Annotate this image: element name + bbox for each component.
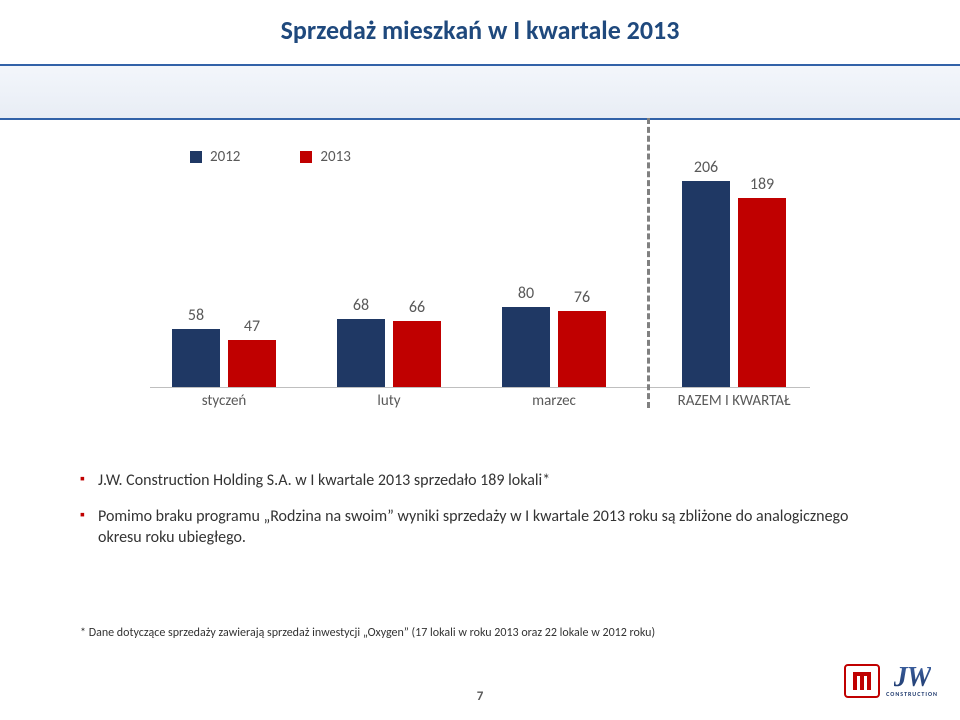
bullet-item: J.W. Construction Holding S.A. w I kwart… [80, 470, 880, 492]
chart-value-label: 66 [393, 298, 441, 317]
chart-value-label: 189 [738, 175, 786, 194]
bullet-item: Pomimo braku programu „Rodzina na swoim”… [80, 506, 880, 549]
legend-label-2012: 2012 [210, 148, 240, 166]
jw-logo-icon [844, 664, 880, 698]
chart-value-label: 206 [682, 158, 730, 177]
chart-category-label: luty [325, 392, 453, 410]
legend-item-2013: 2013 [300, 148, 350, 166]
chart-bar [738, 198, 786, 387]
legend-swatch-2013 [300, 151, 312, 163]
chart-bar [228, 340, 276, 387]
chart-bar [172, 329, 220, 387]
chart-category-label: RAZEM I KWARTAŁ [670, 392, 798, 410]
legend-item-2012: 2012 [190, 148, 240, 166]
jw-logo: JW CONSTRUCTION [844, 664, 938, 698]
chart-value-label: 68 [337, 296, 385, 315]
chart-category-label: marzec [490, 392, 618, 410]
chart-bar [393, 321, 441, 387]
sales-bar-chart: 2012 2013 58 47 68 66 80 76 206 189 styczeń luty… [150, 138, 810, 438]
bullet-list: J.W. Construction Holding S.A. w I kwart… [80, 470, 880, 563]
header-band [0, 64, 960, 120]
chart-value-label: 80 [502, 284, 550, 303]
chart-category-axis: styczeń luty marzec RAZEM I KWARTAŁ [150, 392, 810, 416]
jw-logo-subtext: CONSTRUCTION [886, 690, 938, 698]
chart-plot-area: 584768668076206189 [150, 178, 810, 388]
chart-value-label: 47 [228, 317, 276, 336]
chart-bar [337, 319, 385, 387]
chart-bar [682, 181, 730, 387]
chart-value-label: 58 [172, 306, 220, 325]
jw-logo-text: JW [894, 665, 931, 690]
chart-value-label: 76 [558, 288, 606, 307]
page-title: Sprzedaż mieszkań w I kwartale 2013 [0, 14, 960, 46]
chart-legend: 2012 2013 [190, 148, 351, 166]
chart-category-label: styczeń [160, 392, 288, 410]
legend-label-2013: 2013 [320, 148, 350, 166]
page-number: 7 [0, 689, 960, 704]
chart-group-divider [647, 118, 650, 408]
chart-bar [502, 307, 550, 387]
legend-swatch-2012 [190, 151, 202, 163]
chart-bar [558, 311, 606, 387]
footnote: * Dane dotyczące sprzedaży zawierają spr… [80, 626, 820, 640]
